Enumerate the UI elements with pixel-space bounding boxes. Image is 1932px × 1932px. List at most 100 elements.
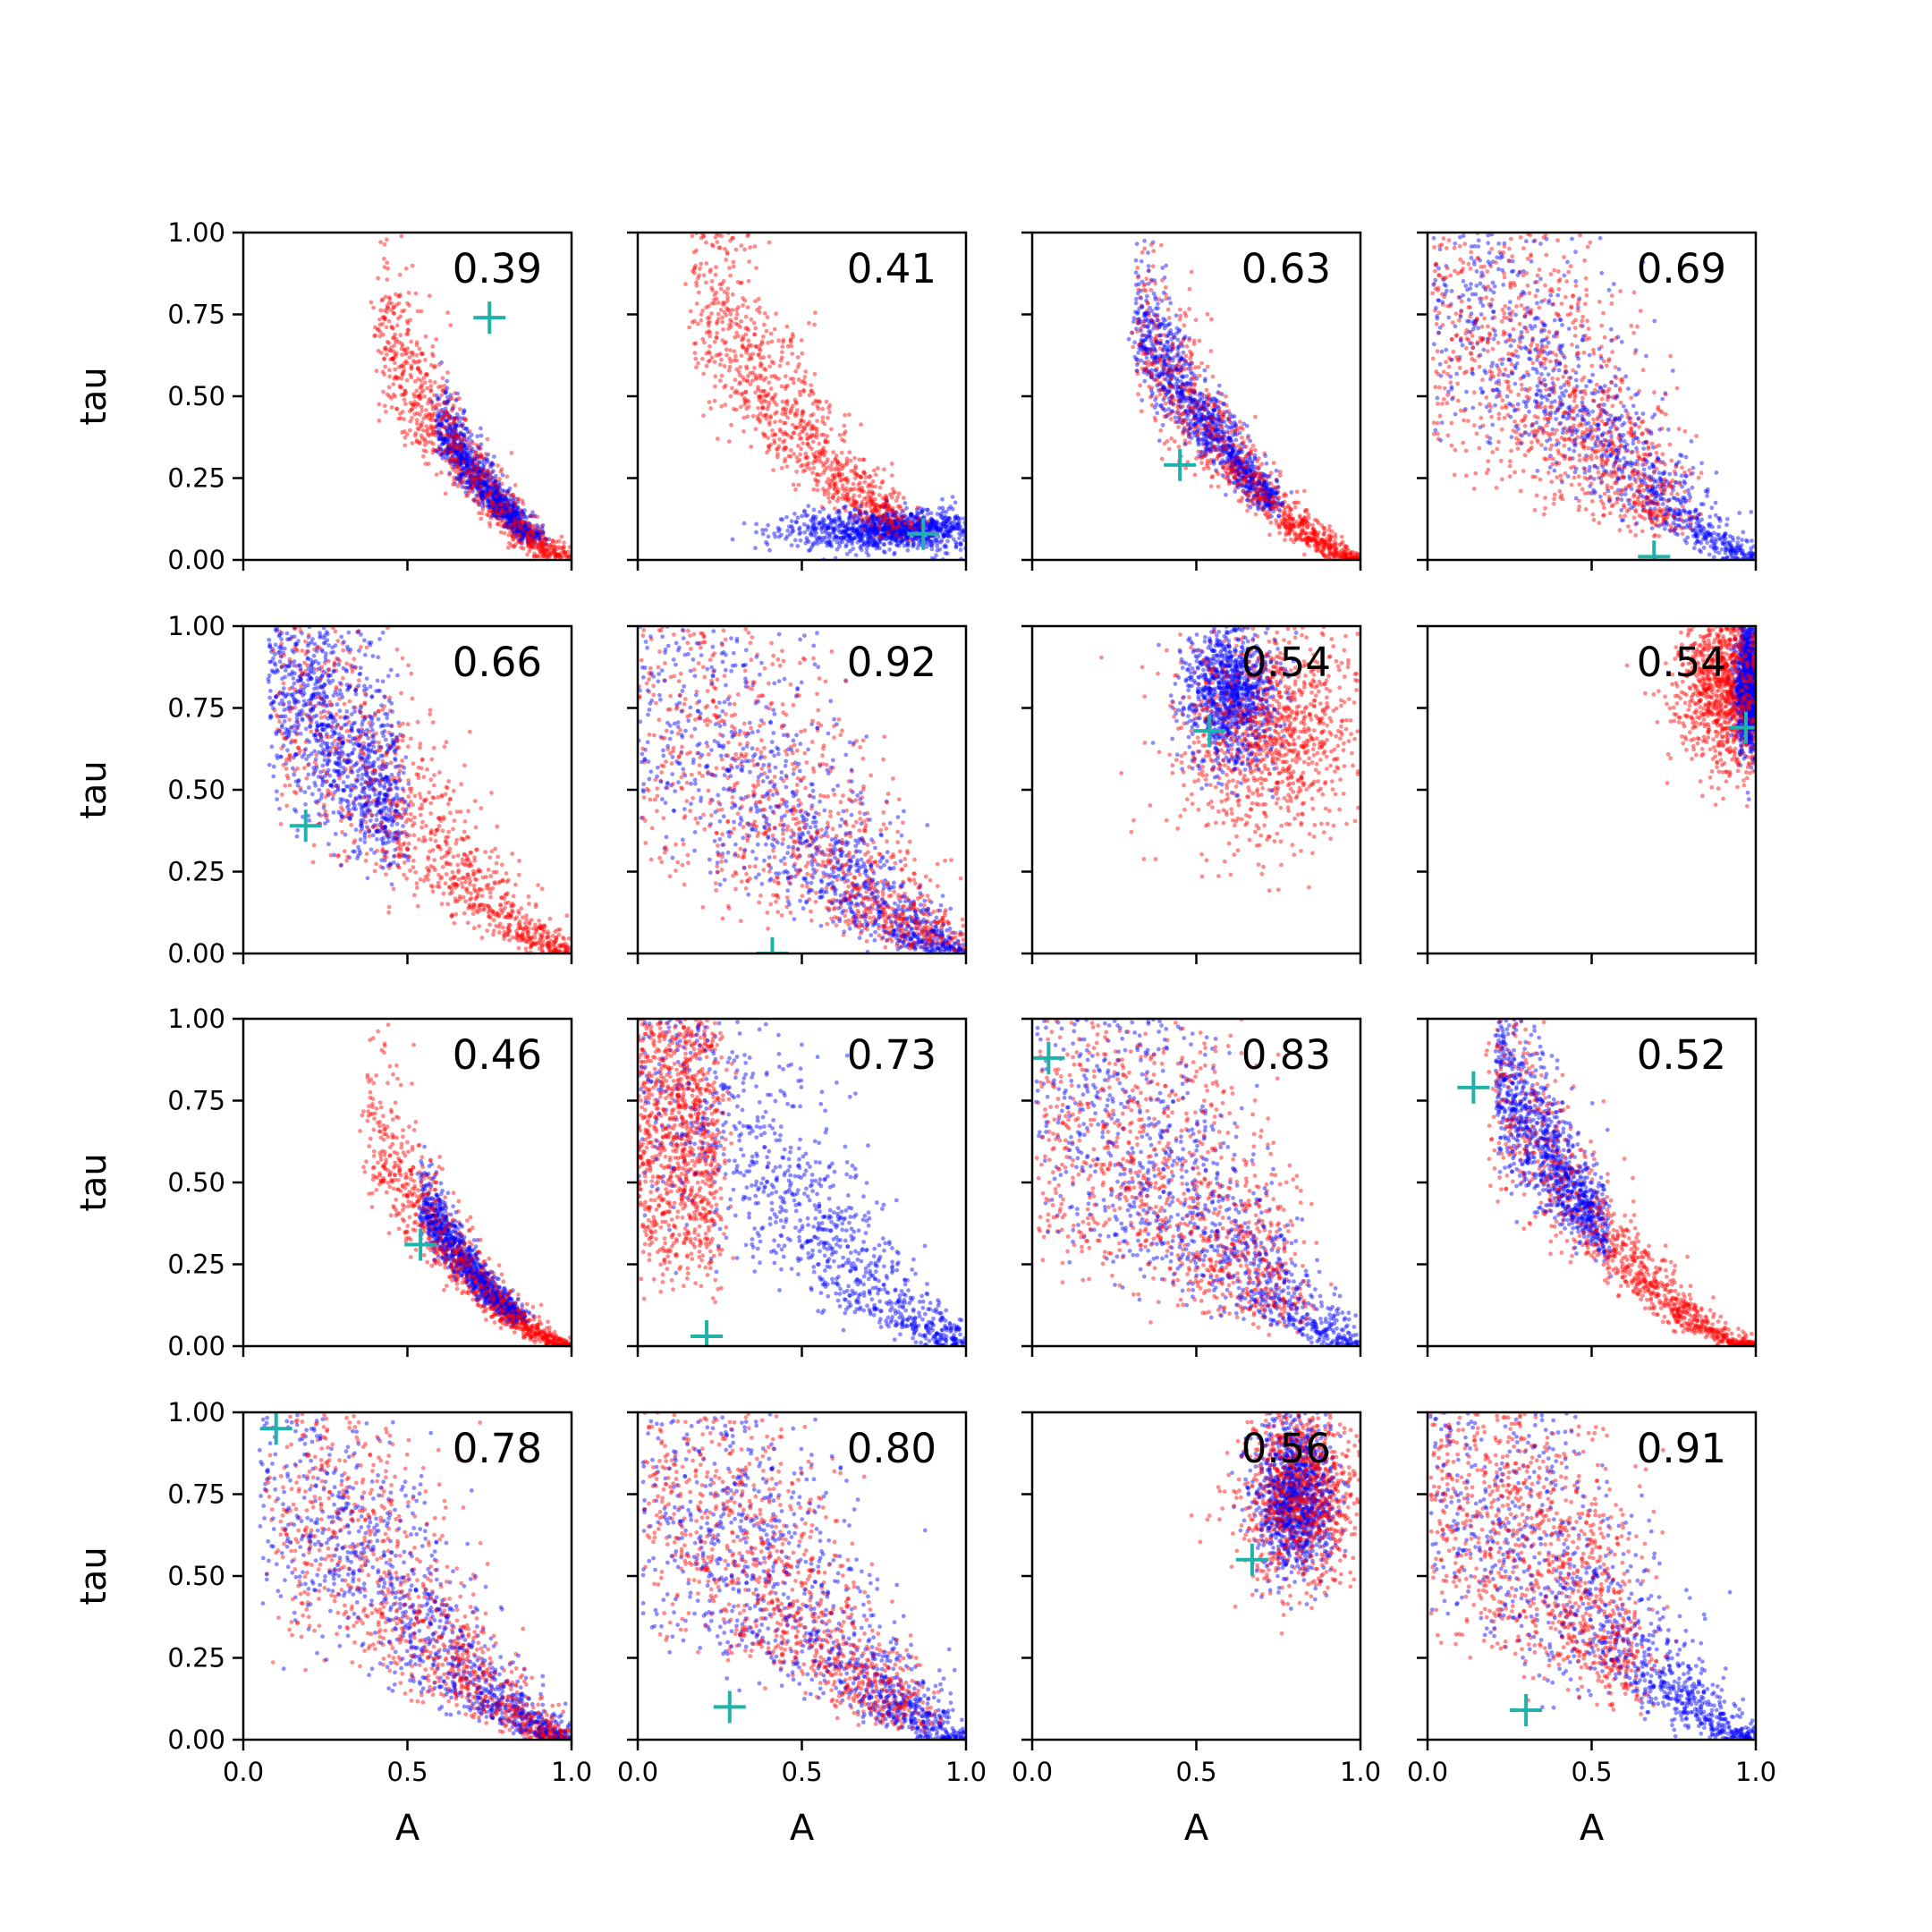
- scatter-point: [492, 506, 497, 511]
- scatter-point: [505, 525, 511, 530]
- scatter-point: [1206, 466, 1211, 470]
- scatter-point: [829, 479, 834, 484]
- scatter-point: [456, 461, 461, 465]
- scatter-point: [515, 520, 520, 525]
- scatter-point: [504, 505, 510, 511]
- scatter-point: [1171, 402, 1175, 407]
- scatter-point: [835, 472, 840, 477]
- scatter-point: [929, 518, 935, 523]
- scatter-point: [510, 515, 515, 520]
- scatter-point: [763, 399, 768, 404]
- scatter-point: [915, 515, 920, 521]
- scatter-point: [805, 442, 810, 446]
- scatter-point: [890, 487, 895, 492]
- scatter-point: [493, 486, 498, 490]
- scatter-point: [824, 399, 829, 404]
- scatter-point: [934, 538, 938, 543]
- scatter-point: [399, 346, 404, 352]
- scatter-point: [780, 411, 784, 417]
- scatter-point: [453, 436, 459, 440]
- scatter-point: [428, 384, 434, 388]
- scatter-point: [893, 523, 898, 529]
- scatter-point: [1244, 492, 1250, 497]
- scatter-point: [814, 479, 819, 484]
- scatter-point: [1239, 425, 1243, 430]
- scatter-point: [756, 385, 760, 390]
- scatter-point: [884, 533, 889, 538]
- scatter-point: [518, 533, 523, 538]
- scatter-point: [946, 506, 951, 512]
- scatter-point: [501, 510, 506, 515]
- scatter-point: [443, 413, 447, 419]
- scatter-point: [736, 369, 741, 375]
- scatter-point: [792, 397, 798, 402]
- scatter-point: [493, 504, 497, 509]
- scatter-point: [775, 452, 780, 456]
- scatter-point: [486, 485, 491, 489]
- scatter-point: [405, 331, 411, 336]
- scatter-point: [888, 537, 894, 542]
- scatter-point: [945, 530, 950, 536]
- scatter-point: [1284, 525, 1289, 530]
- scatter-point: [875, 530, 880, 535]
- scatter-point: [1255, 492, 1260, 497]
- scatter-point: [936, 528, 941, 533]
- scatter-point: [806, 548, 811, 553]
- scatter-point: [734, 367, 740, 372]
- scatter-point: [1157, 375, 1162, 379]
- scatter-point: [1288, 527, 1292, 532]
- scatter-point: [1216, 383, 1222, 388]
- scatter-point: [713, 384, 717, 389]
- scatter-point: [760, 531, 766, 537]
- scatter-point: [732, 406, 736, 411]
- scatter-point: [392, 343, 396, 348]
- scatter-point: [1263, 495, 1267, 500]
- scatter-point: [443, 491, 448, 496]
- scatter-point: [557, 553, 563, 558]
- scatter-point: [411, 359, 416, 363]
- scatter-point: [527, 530, 532, 534]
- scatter-point: [520, 521, 524, 527]
- scatter-point: [479, 479, 483, 485]
- scatter-point: [941, 534, 946, 538]
- scatter-point: [1183, 410, 1188, 415]
- scatter-point: [897, 530, 902, 535]
- scatter-point: [821, 487, 826, 491]
- scatter-point: [465, 462, 470, 468]
- scatter-point: [960, 530, 965, 534]
- scatter-point: [914, 507, 919, 512]
- scatter-point: [820, 406, 825, 411]
- scatter-point: [434, 429, 439, 435]
- scatter-point: [499, 513, 504, 518]
- scatter-point: [466, 490, 471, 496]
- scatter-point: [745, 344, 750, 350]
- scatter-point: [1267, 495, 1272, 500]
- scatter-point: [522, 508, 527, 513]
- scatter-point: [535, 554, 539, 559]
- scatter-point: [462, 426, 467, 431]
- scatter-point: [936, 534, 941, 539]
- scatter-point: [513, 518, 519, 523]
- scatter-point: [890, 508, 895, 513]
- scatter-point: [1246, 460, 1250, 465]
- scatter-point: [1155, 314, 1159, 319]
- scatter-point: [733, 247, 739, 252]
- scatter-point: [930, 519, 936, 523]
- scatter-point: [514, 528, 520, 533]
- scatter-point: [558, 546, 564, 551]
- scatter-point: [453, 456, 458, 462]
- scatter-point: [542, 550, 547, 555]
- scatter-point: [459, 453, 463, 459]
- scatter-point: [758, 376, 763, 381]
- scatter-point: [551, 538, 555, 544]
- scatter-point: [470, 478, 475, 483]
- scatter-point: [778, 419, 783, 424]
- scatter-point: [901, 519, 905, 524]
- scatter-point: [764, 416, 769, 421]
- scatter-point: [1228, 454, 1233, 459]
- scatter-point: [486, 492, 491, 497]
- scatter-point: [521, 529, 526, 533]
- scatter-point: [396, 301, 402, 306]
- scatter-point: [521, 528, 526, 533]
- scatter-point: [926, 507, 930, 513]
